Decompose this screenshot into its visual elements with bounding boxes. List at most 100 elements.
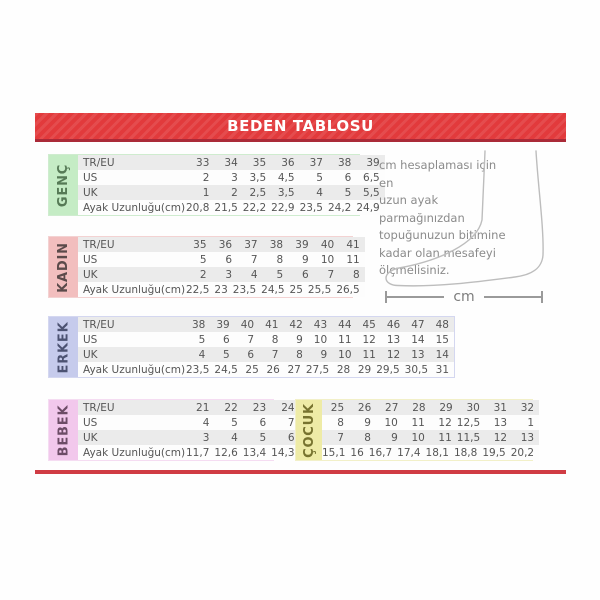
size-value: 2 (202, 171, 210, 184)
row-header: Ayak Uzunluğu(cm) (83, 201, 186, 214)
size-value: 36 (281, 156, 295, 169)
size-value: 10 (313, 333, 328, 346)
size-value: 42 (289, 318, 303, 331)
row-header: US (83, 333, 98, 346)
size-value: 5 (231, 416, 238, 429)
measure-line-right (483, 296, 541, 298)
measure-unit-label: cm (453, 289, 475, 305)
size-value: 12,6 (214, 446, 238, 459)
size-value: 14 (411, 333, 425, 346)
size-value: 22,5 (186, 283, 210, 296)
measure-tick-right (541, 291, 543, 303)
size-value: 33 (196, 156, 210, 169)
size-value: 44 (338, 318, 352, 331)
cm-measure-line: cm (385, 289, 543, 305)
size-row: TR/EU 33 34 35 36 37 38 39 (78, 155, 385, 170)
size-value: 7 (327, 268, 335, 281)
size-row: 15,1 16 16,7 17,4 18,1 18,8 19,5 20,2 (322, 445, 540, 460)
size-value: 39 (295, 238, 309, 251)
size-value: 7 (250, 253, 258, 266)
size-rows: TR/EU 33 34 35 36 37 38 39 US 2 3 3,5 4,5 5 6 6,5 UK 1 2 2,… (78, 155, 385, 215)
size-value: 26 (357, 401, 372, 414)
size-value: 8 (353, 268, 360, 281)
row-header: TR/EU (83, 401, 115, 414)
size-row: 7 8 9 10 11 11,5 12 13 (322, 430, 540, 445)
size-row: Ayak Uzunluğu(cm) 23,5 24,5 25 26 27 27,5 28 29 2… (78, 362, 454, 377)
size-value: 7 (287, 416, 295, 429)
instruction-line: topuğunuzun bitimine (379, 228, 506, 242)
size-value: 11 (362, 348, 376, 361)
size-value: 22,9 (271, 201, 295, 214)
size-value: 21,5 (214, 201, 238, 214)
size-value: 9 (301, 253, 309, 266)
size-value: 4 (250, 268, 258, 281)
size-value: 10 (338, 348, 352, 361)
size-table-erkek: ERKEK TR/EU 38 39 40 41 42 43 44 45 46 47 48 US 5 6 7 8 9… (48, 316, 455, 378)
size-row: US 2 3 3,5 4,5 5 6 6,5 (78, 170, 385, 185)
size-value: 4 (316, 186, 323, 199)
size-value: 6 (344, 171, 352, 184)
size-value: 23 (214, 283, 228, 296)
size-value: 23,5 (299, 201, 323, 214)
size-value: 15,1 (322, 446, 346, 459)
size-value: 38 (269, 238, 284, 251)
size-row: US 5 6 7 8 9 10 11 (78, 252, 365, 267)
size-value: 23,5 (186, 363, 210, 376)
size-value: 4 (202, 416, 210, 429)
size-value: 6 (247, 348, 255, 361)
size-value: 38 (191, 318, 206, 331)
size-table-genc: GENÇ TR/EU 33 34 35 36 37 38 39 US 2 3 3,5 4,5 5 6 6,5 U… (48, 154, 385, 216)
size-value: 16,7 (368, 446, 393, 459)
size-row: Ayak Uzunluğu(cm) 20,8 21,5 22,2 22,9 23,5 24,… (78, 200, 385, 215)
size-value: 30 (466, 401, 480, 414)
size-value: 2 (231, 186, 238, 199)
size-value: 35 (193, 238, 207, 251)
size-value: 13 (493, 416, 508, 429)
size-value: 29 (439, 401, 453, 414)
size-value: 12 (362, 333, 376, 346)
measuring-instructions: cm hesaplaması için en uzun ayak parmağı… (379, 157, 509, 280)
size-value: 24,5 (214, 363, 238, 376)
row-header: UK (83, 348, 98, 361)
size-value: 6 (223, 333, 230, 346)
size-value: 38 (337, 156, 352, 169)
size-value: 25 (330, 401, 345, 414)
page-title: BEDEN TABLOSU (227, 117, 374, 135)
size-value: 11 (346, 253, 360, 266)
section-label-strip: ERKEK (49, 317, 78, 377)
size-value: 13 (520, 431, 535, 444)
size-value: 17,4 (397, 446, 421, 459)
size-value: 43 (313, 318, 328, 331)
row-header: TR/EU (83, 238, 115, 251)
size-table-kadin: KADIN TR/EU 35 36 37 38 39 40 41 US 5 6 7 8 9 10 11 UK 2 3… (48, 236, 365, 298)
size-value: 13 (386, 333, 401, 346)
size-value: 8 (296, 348, 303, 361)
size-value: 32 (520, 401, 535, 414)
size-value: 23,5 (232, 283, 257, 296)
size-value: 16 (350, 446, 364, 459)
size-row: UK 3 4 5 6 (78, 430, 300, 445)
size-value: 1 (527, 416, 535, 429)
size-table-cocuk: ÇOCUK 25 26 27 28 29 30 31 32 8 9 10 11 12 12,5 13 1 7 8 9… (295, 399, 540, 461)
size-value: 40 (320, 238, 335, 251)
size-value: 22,2 (242, 201, 267, 214)
size-value: 31 (435, 363, 450, 376)
size-value: 37 (309, 156, 323, 169)
size-value: 27 (287, 363, 301, 376)
size-row: 8 9 10 11 12 12,5 13 1 (322, 415, 540, 430)
size-value: 10 (384, 416, 398, 429)
size-value: 6 (259, 416, 267, 429)
size-value: 11,7 (186, 446, 210, 459)
section-label: ÇOCUK (301, 402, 317, 458)
size-value: 29,5 (376, 363, 400, 376)
instruction-line: cm hesaplaması için en (379, 158, 497, 190)
row-header: TR/EU (83, 318, 115, 331)
size-value: 8 (276, 253, 284, 266)
size-value: 46 (386, 318, 401, 331)
size-value: 30,5 (404, 363, 429, 376)
size-value: 3 (225, 268, 233, 281)
size-value: 37 (244, 238, 258, 251)
size-value: 28 (336, 363, 351, 376)
row-header: UK (83, 431, 98, 444)
size-value: 15 (435, 333, 449, 346)
